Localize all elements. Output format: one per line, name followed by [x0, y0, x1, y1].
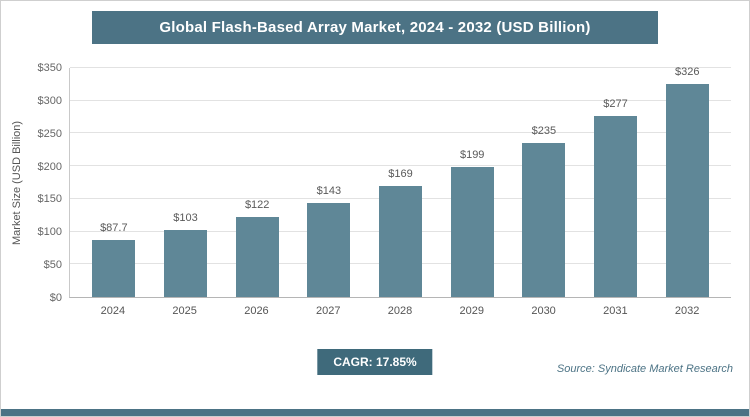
bar-value-label: $169 — [388, 168, 413, 181]
y-axis-tick-labels: $0 $50 $100 $150 $200 $250 $300 $350 — [25, 62, 69, 304]
bar-chart: Market Size (USD Billion) $0 $50 $100 $150 $… — [9, 62, 731, 317]
bar-column: $277 — [580, 68, 652, 297]
x-axis-tick-labels: 2024 2025 2026 2027 2028 2029 2030 2031 2032 — [69, 305, 731, 317]
chart-footer: CAGR: 17.85% Source: Syndicate Market Re… — [1, 349, 749, 377]
gridline — [70, 67, 731, 68]
bar — [594, 115, 638, 297]
bar — [92, 239, 136, 297]
y-tick-label: $200 — [37, 160, 62, 173]
x-tick-label: 2029 — [459, 305, 485, 317]
y-tick-label: $50 — [43, 259, 62, 272]
gridline — [70, 132, 731, 134]
bar-value-label: $235 — [531, 125, 557, 138]
bar-column: $143 — [293, 68, 365, 297]
bar — [164, 229, 207, 297]
y-axis-title: Market Size (USD Billion) — [11, 120, 23, 246]
x-tick-label: 2031 — [603, 305, 628, 317]
x-tick-label: 2030 — [531, 305, 556, 317]
bar-value-label: $199 — [459, 148, 485, 161]
bar-value-label: $143 — [316, 185, 342, 198]
x-tick-label: 2027 — [315, 305, 341, 317]
y-tick-label: $250 — [37, 127, 62, 140]
bar — [379, 186, 423, 297]
y-tick-label: $0 — [49, 292, 62, 304]
y-tick-label: $150 — [37, 193, 62, 206]
bar-column: $326 — [651, 65, 723, 297]
bar — [307, 203, 351, 297]
bar — [235, 217, 279, 297]
bar-column: $103 — [150, 68, 222, 297]
x-tick-label: 2028 — [387, 305, 413, 317]
x-tick-label: 2024 — [100, 305, 126, 317]
gridline — [70, 99, 731, 101]
gridline — [70, 165, 731, 167]
bar — [522, 143, 566, 297]
chart-title: Global Flash-Based Array Market, 2024 - … — [159, 19, 591, 36]
bar-column: $235 — [508, 68, 580, 297]
chart-title-bar: Global Flash-Based Array Market, 2024 - … — [92, 11, 658, 44]
bar-value-label: $103 — [173, 211, 198, 224]
bar-value-label: $277 — [603, 97, 628, 110]
bar-value-label: $122 — [244, 199, 270, 212]
source-text: Source: Syndicate Market Research — [556, 363, 733, 375]
bar — [665, 83, 709, 297]
x-tick-label: 2032 — [674, 305, 700, 317]
bar-value-label: $326 — [674, 65, 700, 78]
x-tick-label: 2025 — [172, 305, 197, 317]
y-tick-label: $350 — [37, 62, 62, 74]
bar-column: $87.7 — [78, 68, 150, 297]
bar-column: $122 — [221, 68, 293, 297]
plot-main: $87.7 $103 $122 $143 $169 $199 $235 $277 $326 20… — [69, 65, 731, 317]
y-tick-label: $300 — [37, 94, 62, 107]
bottom-accent-bar — [1, 409, 749, 416]
y-tick-label: $100 — [37, 226, 62, 239]
bar — [450, 166, 494, 297]
bar-column: $169 — [365, 68, 437, 297]
cagr-badge: CAGR: 17.85% — [317, 349, 433, 375]
bar-value-label: $87.7 — [100, 221, 128, 234]
bar-column: $199 — [436, 68, 508, 297]
plot-area: $87.7 $103 $122 $143 $169 $199 $235 $277 $326 — [69, 65, 731, 298]
x-tick-label: 2026 — [244, 305, 269, 317]
